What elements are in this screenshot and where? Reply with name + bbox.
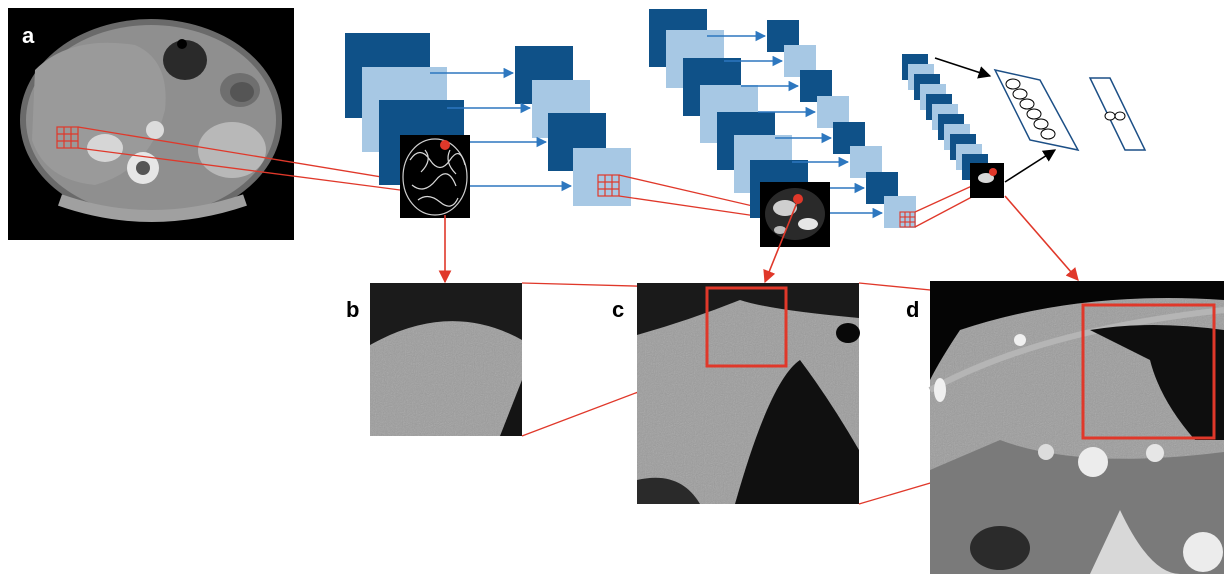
block2-output-grid [899,211,916,228]
conv-block-1 [345,33,631,206]
panel-c-crop [637,283,860,504]
panel-d-crop [928,281,1224,574]
red-arrows-to-crops [438,195,1079,284]
layer1-output-grid [597,174,620,197]
block2-activation-thumbnail [760,182,830,247]
panel-b-crop [370,283,522,436]
block3-activation-thumbnail [970,163,1004,198]
fully-connected-layer-2 [1088,77,1147,151]
panel-d-highlight-box [1081,303,1216,440]
fc-arrows [934,57,1057,183]
panel-a-label: a [22,23,35,48]
connector-a-to-layer1 [77,126,401,191]
panel-c-label: c [612,297,624,322]
panel-b-label: b [346,297,359,322]
connector-layer1-to-block2 [618,174,771,219]
panel-a-receptive-grid [56,126,79,149]
fully-connected-layer-1 [993,68,1080,152]
panel-d-label: d [906,297,919,322]
layer1-activation-thumbnail [400,135,470,218]
conv-block-3 [902,54,988,180]
panel-c-highlight-box [705,286,788,368]
panel-a-ct-image [8,8,294,240]
